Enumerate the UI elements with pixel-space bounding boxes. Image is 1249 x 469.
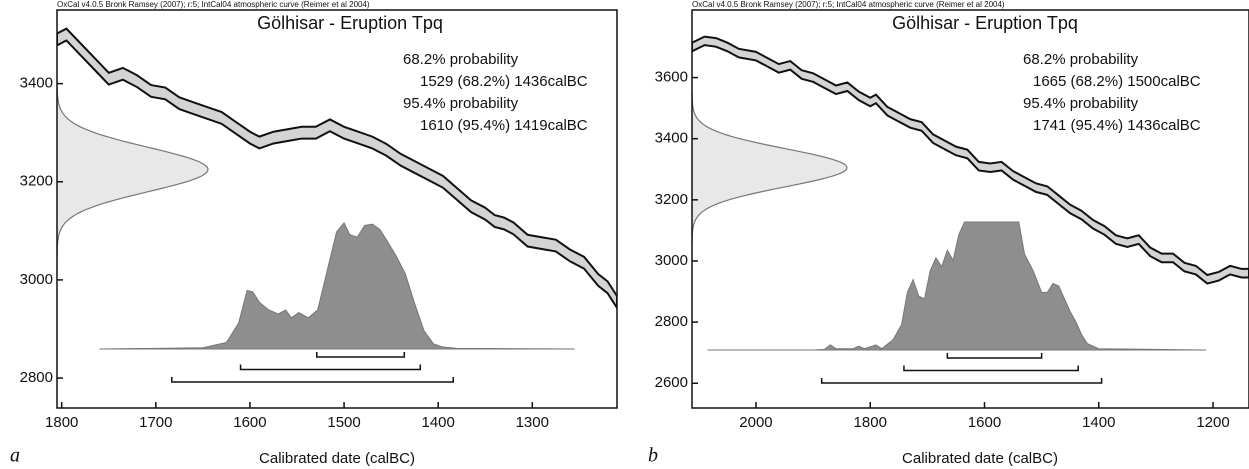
y-tick-label: 3000 (20, 271, 53, 288)
x-axis-label: Calibrated date (calBC) (259, 450, 415, 467)
x-tick-label: 1400 (1082, 414, 1115, 431)
x-tick-label: 1700 (139, 414, 172, 431)
posterior-distribution (99, 221, 575, 350)
range-bracket (171, 377, 454, 383)
y-tick-label: 3400 (20, 75, 53, 92)
header: OxCal v4.0.5 Bronk Ramsey (2007); r:5; I… (57, 0, 370, 9)
calibration-curve (57, 27, 617, 310)
x-tick-label: 1400 (421, 414, 454, 431)
plot-area (692, 35, 1249, 384)
range-bracket (946, 353, 1043, 359)
chart-title: Gölhisar - Eruption Tpq (892, 13, 1078, 33)
y-tick-label: 2800 (655, 313, 688, 330)
range-heading: 68.2% probability (403, 51, 519, 68)
x-tick-label: 1600 (233, 414, 266, 431)
range-label: 1610 (95.4%) 1419calBC (420, 117, 588, 134)
range-heading: 95.4% probability (1023, 95, 1139, 112)
panel: OxCal v4.0.5 Bronk Ramsey (2007); r:5; I… (648, 0, 1249, 467)
panel: OxCal v4.0.5 Bronk Ramsey (2007); r:5; I… (10, 0, 618, 467)
range-label: 1665 (68.2%) 1500calBC (1033, 73, 1201, 90)
x-tick-label: 2000 (739, 414, 772, 431)
radiocarbon-date (57, 81, 209, 258)
y-tick-label: 2600 (655, 374, 688, 391)
radiocarbon-date (692, 91, 848, 244)
y-tick-label: 2800 (20, 369, 53, 386)
range-bracket (239, 364, 422, 371)
range-heading: 68.2% probability (1023, 51, 1139, 68)
chart-title: Gölhisar - Eruption Tpq (257, 13, 443, 33)
range-label: 1741 (95.4%) 1436calBC (1033, 117, 1201, 134)
plot-area (57, 27, 617, 383)
header: OxCal v4.0.5 Bronk Ramsey (2007); r:5; I… (692, 0, 1005, 9)
panel-label: a (10, 445, 20, 467)
range-bracket (903, 365, 1079, 372)
panel-label: b (648, 445, 658, 467)
range-bracket (820, 378, 1103, 384)
x-tick-label: 1300 (516, 414, 549, 431)
x-tick-label: 1200 (1196, 414, 1229, 431)
plot-frame (56, 9, 618, 409)
range-label: 1529 (68.2%) 1436calBC (420, 73, 588, 90)
posterior-distribution (707, 221, 1207, 351)
plot-frame (691, 9, 1249, 409)
x-tick-label: 1800 (45, 414, 78, 431)
y-tick-label: 3600 (655, 69, 688, 86)
y-tick-label: 3200 (20, 173, 53, 190)
y-tick-label: 3400 (655, 130, 688, 147)
x-tick-label: 1800 (854, 414, 887, 431)
x-tick-label: 1600 (968, 414, 1001, 431)
range-heading: 95.4% probability (403, 95, 519, 112)
x-tick-label: 1500 (327, 414, 360, 431)
calibration-curve (692, 35, 1249, 285)
x-axis-label: Calibrated date (calBC) (902, 450, 1058, 467)
y-tick-label: 3200 (655, 191, 688, 208)
y-tick-label: 3000 (655, 252, 688, 269)
range-bracket (316, 352, 406, 358)
